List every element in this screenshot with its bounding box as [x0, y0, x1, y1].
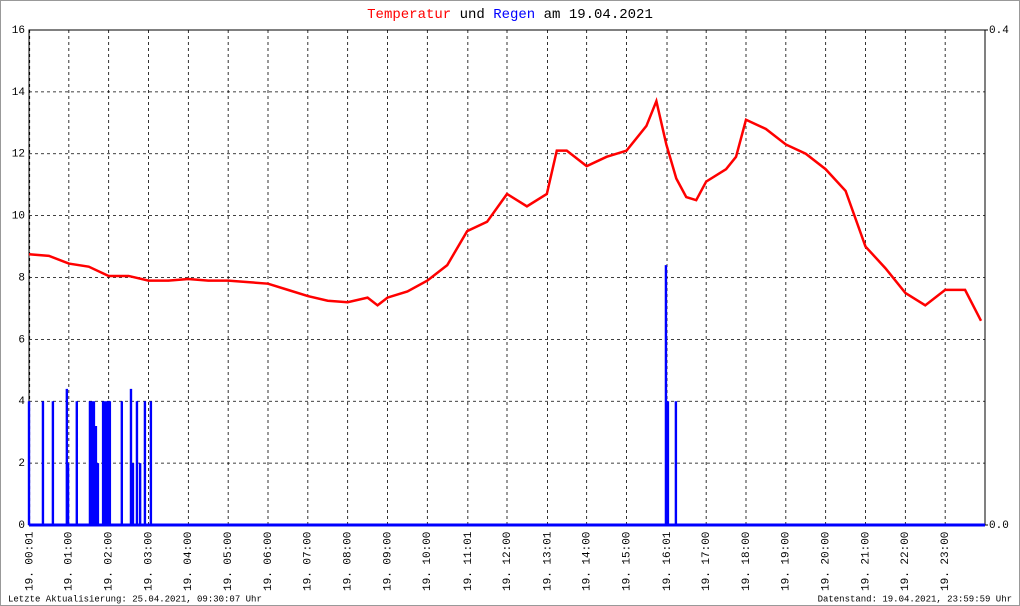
- x-tick-label: 19. 07:00: [303, 532, 315, 591]
- rain-bar: [66, 463, 70, 525]
- y-tick-label: 2: [18, 458, 25, 470]
- rain-bar: [108, 401, 112, 525]
- x-tick-label: 19. 19:00: [781, 532, 793, 591]
- x-tick-label: 19. 01:00: [64, 532, 76, 591]
- x-tick-label: 19. 23:00: [940, 532, 952, 591]
- rain-bar: [101, 401, 105, 525]
- rain-bar: [90, 401, 94, 525]
- x-tick-label: 19. 11:01: [463, 531, 475, 591]
- x-tick-label: 19. 02:00: [104, 532, 116, 591]
- x-tick-label: 19. 04:00: [183, 532, 195, 591]
- rain-bar: [41, 401, 45, 525]
- y-tick-label: 0: [18, 520, 25, 532]
- x-tick-label: 19. 05:00: [223, 532, 235, 591]
- y-tick-label: 8: [18, 272, 25, 284]
- y-tick-label: 6: [18, 334, 25, 346]
- title-series-2: Regen: [493, 7, 535, 23]
- rain-bar: [65, 388, 69, 525]
- x-tick-label: 19. 00:01: [25, 531, 37, 591]
- rain-bar: [149, 401, 153, 525]
- x-tick-label: 19. 03:00: [143, 532, 155, 591]
- rain-bar: [664, 265, 668, 525]
- x-tick-label: 19. 10:00: [422, 532, 434, 591]
- rain-bar: [103, 401, 107, 525]
- footer-right: Datenstand: 19.04.2021, 23:59:59 Uhr: [818, 594, 1012, 604]
- x-tick-label: 19. 06:00: [263, 532, 275, 591]
- x-tick-label: 19. 13:01: [542, 531, 554, 591]
- rain-bar: [88, 401, 92, 525]
- temperature-line: [28, 96, 983, 322]
- title-part: am 19.04.2021: [544, 7, 653, 23]
- x-tick-label: 19. 08:00: [343, 532, 355, 591]
- y2-tick-label: 0.4: [989, 25, 1009, 37]
- y-tick-label: 4: [18, 396, 25, 408]
- rain-bar: [75, 401, 78, 525]
- footer-left: Letzte Aktualisierung: 25.04.2021, 09:30…: [8, 594, 262, 604]
- x-tick-label: 19. 22:00: [900, 532, 912, 591]
- y2-tick-label: 0.0: [989, 520, 1009, 532]
- rain-bar: [666, 401, 670, 525]
- rain-bar: [143, 401, 147, 525]
- x-tick-label: 19. 21:00: [860, 532, 872, 591]
- x-tick-label: 19. 14:00: [582, 532, 594, 591]
- rain-bar: [27, 401, 31, 525]
- x-tick-label: 19. 16:01: [662, 531, 674, 591]
- title-part: und: [460, 7, 485, 23]
- title-series-1: Temperatur: [367, 7, 451, 23]
- rain-bar: [92, 401, 96, 525]
- y-tick-label: 12: [12, 149, 25, 161]
- y-tick-label: 10: [12, 211, 25, 223]
- rain-bar: [51, 401, 55, 525]
- rain-bar: [135, 401, 139, 525]
- rain-bar: [120, 401, 124, 525]
- rain-bar: [131, 463, 135, 525]
- rain-bar: [96, 463, 100, 525]
- rain-bar: [674, 401, 678, 525]
- x-tick-label: 19. 18:00: [741, 532, 753, 591]
- y-tick-label: 16: [12, 25, 25, 37]
- x-tick-label: 19. 17:00: [701, 532, 713, 591]
- chart-title: Temperatur und Regen am 19.04.2021: [367, 7, 653, 23]
- rain-bar: [138, 463, 142, 525]
- rain-bar: [94, 426, 98, 525]
- x-tick-label: 19. 15:00: [621, 532, 633, 591]
- rain-bar: [105, 401, 109, 525]
- x-tick-label: 19. 12:00: [502, 532, 514, 591]
- rain-bar: [129, 388, 133, 525]
- y-tick-label: 14: [12, 87, 26, 99]
- x-tick-label: 19. 09:00: [382, 532, 394, 591]
- x-tick-label: 19. 20:00: [821, 532, 833, 591]
